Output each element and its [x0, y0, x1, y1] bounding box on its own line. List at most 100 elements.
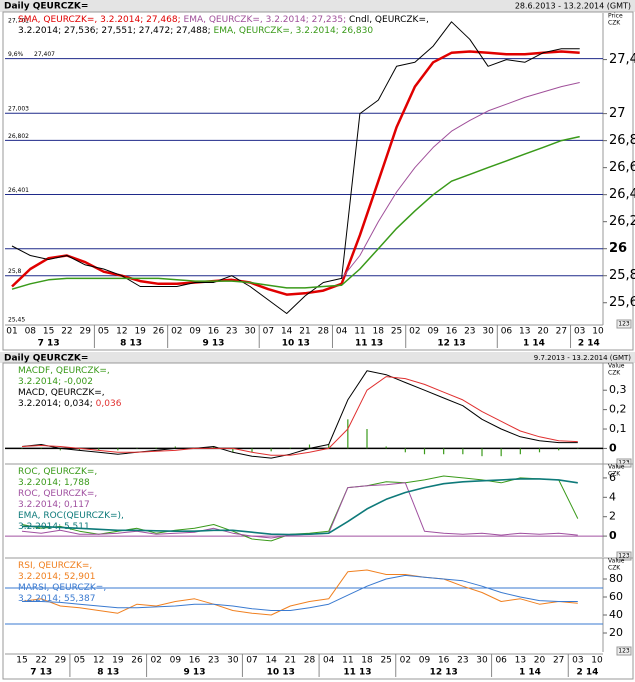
y-tick-label: 6	[609, 471, 616, 484]
corner-box	[616, 319, 632, 329]
y-tick-label: 0	[609, 529, 617, 542]
y-tick-label: 26,4	[609, 187, 635, 202]
month-label: 10 13	[267, 668, 295, 678]
x-tick-label: 02	[171, 327, 182, 337]
y-axis-label: CZK	[608, 20, 621, 27]
x-tick-label: 27	[553, 656, 564, 666]
month-label: 2 14	[576, 668, 598, 678]
x-tick-label: 19	[112, 656, 124, 666]
x-tick-label: 14	[265, 656, 277, 666]
x-tick-label: 23	[457, 656, 468, 666]
x-tick-label: 07	[246, 656, 257, 666]
y-axis-label: Value	[608, 558, 625, 565]
y-axis-label: CZK	[608, 370, 621, 377]
histogram-bar	[558, 448, 560, 451]
panel-frame	[2, 362, 634, 680]
series-line	[22, 574, 578, 611]
series-line	[11, 135, 580, 290]
legend-entry: ROC, QEURCZK=, 3.2.2014; 0,117	[18, 489, 98, 510]
x-tick-label: 26	[153, 327, 165, 337]
x-tick-label: 30	[482, 327, 494, 337]
month-label: 10 13	[282, 339, 310, 349]
histogram-bar	[40, 447, 42, 449]
histogram-bar	[136, 448, 138, 449]
legend-entry: 0,036	[95, 399, 122, 409]
level-label: 25,8	[8, 268, 22, 275]
x-tick-label: 10	[592, 327, 604, 337]
histogram-bar	[232, 448, 234, 453]
high-label: 27,701	[8, 17, 29, 24]
histogram-bar	[443, 448, 445, 455]
series-line	[21, 569, 578, 616]
histogram-bar	[213, 446, 215, 449]
corner-label: 123	[618, 321, 630, 328]
histogram-bar	[59, 448, 61, 451]
y-tick-label: 25,6	[609, 295, 635, 310]
x-tick-label: 11	[342, 656, 353, 666]
y-axis-label: Value	[608, 464, 625, 471]
y-axis-label: Price	[608, 13, 623, 20]
panel-range: 9.7.2013 - 13.2.2014 (GMT)	[534, 354, 631, 362]
legend: ROC, QEURCZK=, 3.2.2014; 1,788 ROC, QEUR…	[18, 467, 128, 533]
histogram-bar	[519, 448, 521, 455]
x-tick-label: 12	[116, 327, 127, 337]
legend-entry: RSI, QEURCZK=, 3.2.2014; 52,901	[18, 561, 96, 582]
x-tick-label: 28	[318, 327, 330, 337]
histogram-bar	[404, 448, 406, 453]
level-label: 26,401	[8, 187, 29, 194]
x-tick-label: 16	[189, 656, 201, 666]
month-label: 9 13	[184, 668, 206, 678]
x-tick-label: 27	[556, 327, 567, 337]
x-tick-label: 22	[61, 327, 72, 337]
x-tick-label: 04	[323, 656, 335, 666]
x-tick-label: 13	[515, 656, 526, 666]
x-tick-label: 12	[93, 656, 104, 666]
month-label: 8 13	[120, 339, 142, 349]
low-label: 25,45	[8, 317, 25, 324]
series-line	[22, 478, 578, 536]
y-tick-label: 0,2	[609, 403, 627, 416]
histogram-bar	[117, 448, 119, 451]
x-tick-label: 28	[304, 656, 316, 666]
x-tick-label: 25	[380, 656, 391, 666]
x-tick-label: 29	[80, 327, 92, 337]
x-tick-label: 30	[244, 327, 256, 337]
x-tick-label: 06	[501, 327, 513, 337]
x-tick-label: 01	[6, 327, 17, 337]
x-tick-label: 05	[74, 656, 85, 666]
histogram-bar	[423, 448, 426, 455]
histogram-bar	[481, 448, 483, 457]
histogram-bar	[328, 444, 330, 449]
x-tick-label: 09	[189, 327, 201, 337]
x-tick-label: 15	[43, 327, 54, 337]
legend-entry: EMA, ROC(QEURCZK=), 3.2.2014; 5,511	[18, 511, 124, 532]
legend-entry: Cndl, QEURCZK=, 3.2.2014; 27,536; 27,551…	[18, 15, 429, 36]
x-tick-label: 09	[419, 656, 431, 666]
month-label: 1 14	[523, 339, 545, 349]
corner-box	[616, 458, 632, 468]
y-tick-label: 0	[609, 441, 617, 454]
x-tick-label: 18	[373, 327, 385, 337]
x-tick-label: 30	[476, 656, 488, 666]
y-tick-label: 26	[609, 241, 627, 256]
panel-range: 28.6.2013 - 13.2.2014 (GMT)	[515, 2, 631, 11]
panel-title: Daily QEURCZK=	[4, 2, 88, 12]
legend-entry: EMA, QEURCZK=, 3.2.2014; 27,235;	[183, 15, 347, 25]
x-tick-label: 26	[131, 656, 143, 666]
y-axis-label: CZK	[608, 471, 621, 478]
panel-title: Daily QEURCZK=	[4, 354, 88, 364]
x-tick-label: 15	[16, 656, 27, 666]
x-tick-label: 02	[409, 327, 420, 337]
histogram-bar	[308, 444, 311, 449]
y-axis-label: Value	[608, 363, 625, 370]
corner-label: 123	[618, 648, 630, 655]
series-line	[21, 370, 578, 459]
x-tick-label: 13	[519, 327, 530, 337]
x-tick-label: 19	[134, 327, 146, 337]
histogram-bar	[270, 448, 272, 452]
month-label: 7 13	[38, 339, 60, 349]
x-tick-label: 10	[591, 656, 603, 666]
x-tick-label: 02	[150, 656, 161, 666]
x-tick-label: 30	[227, 656, 239, 666]
